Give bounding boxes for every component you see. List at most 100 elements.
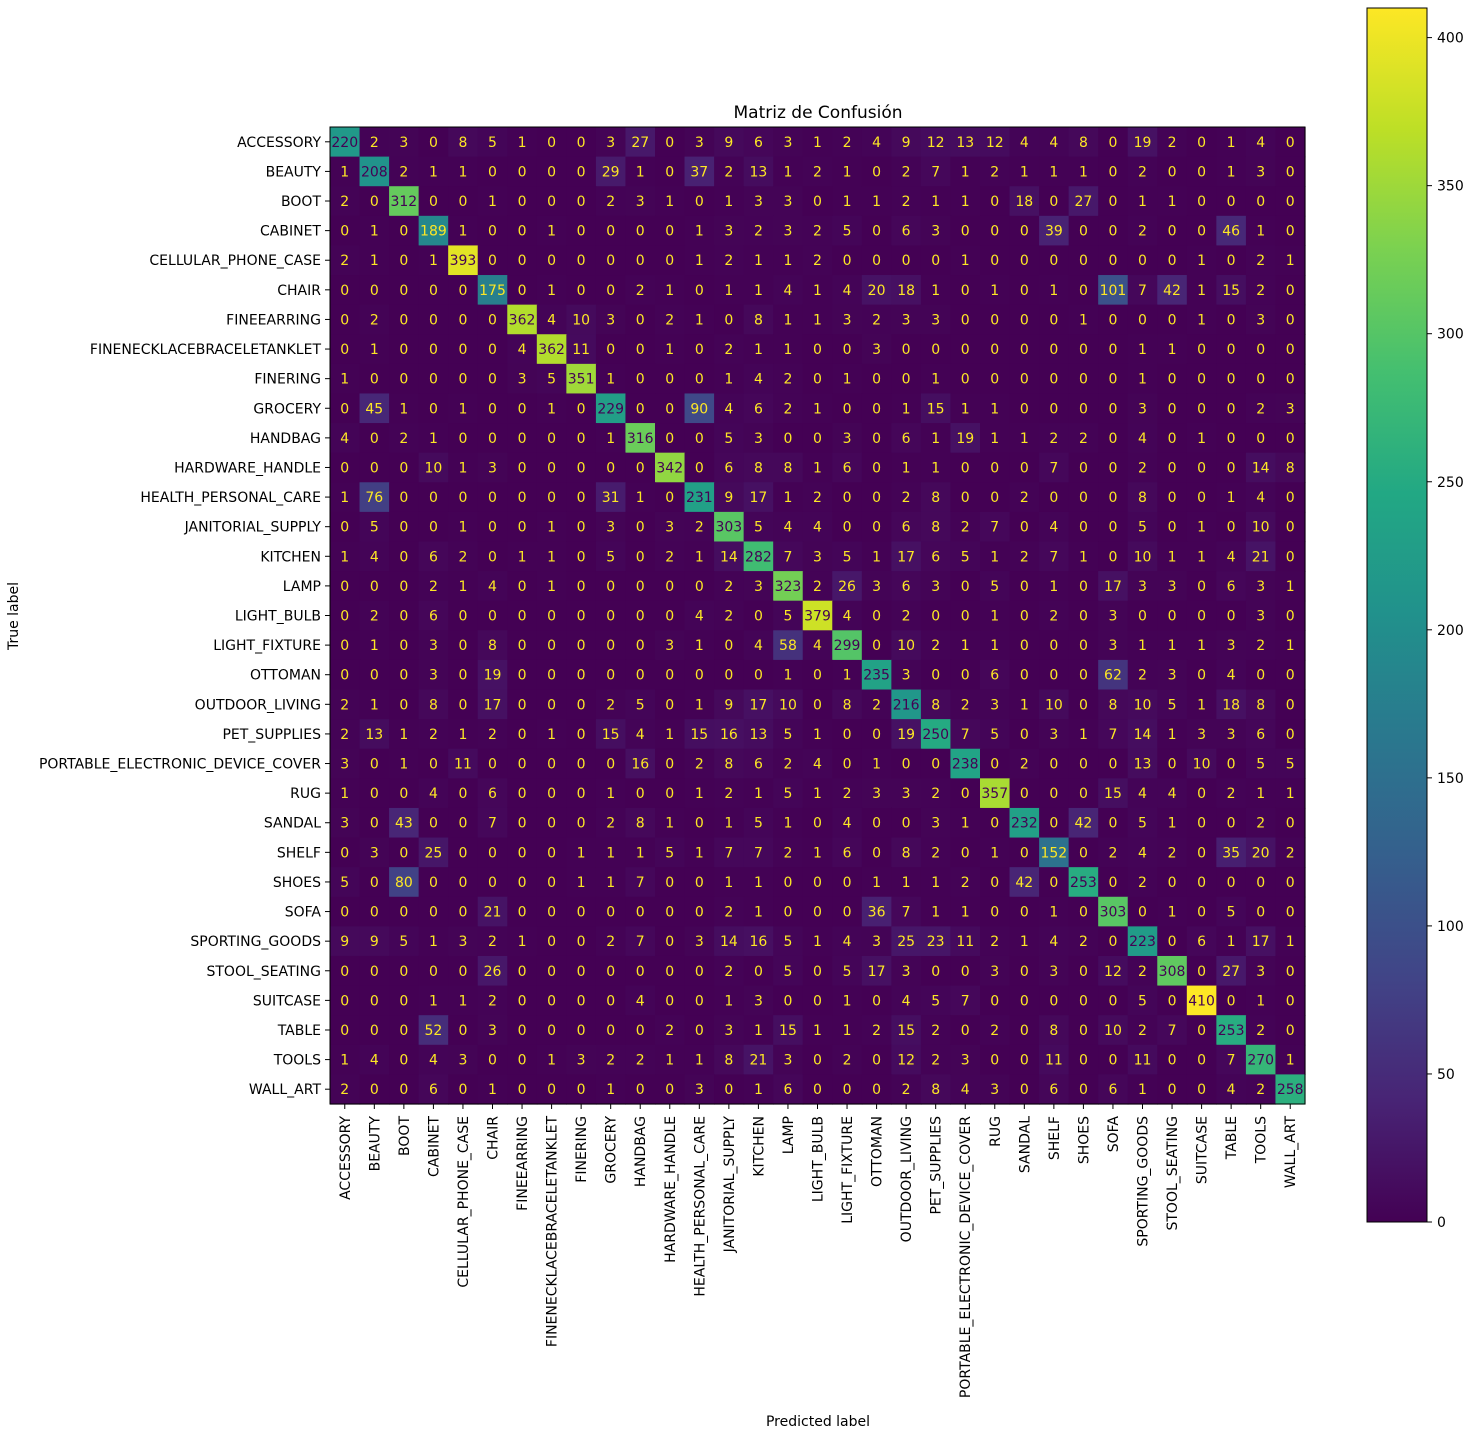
cell-value-label: 3	[1108, 638, 1117, 654]
cell-value-label: 0	[813, 697, 822, 713]
cell-value-label: 1	[1168, 816, 1177, 832]
cell-value-label: 2	[1138, 164, 1147, 180]
cell-value-label: 1	[370, 224, 379, 240]
x-tick-label: RUG	[988, 1116, 1004, 1147]
cell-value-label: 1	[813, 460, 822, 476]
heatmap-cell	[330, 215, 361, 247]
heatmap-cell	[891, 511, 922, 543]
cell-value-label: 0	[1108, 549, 1117, 565]
cell-value-label: 11	[1045, 1053, 1063, 1069]
heatmap-cell	[655, 541, 686, 572]
cell-value-label: 2	[1079, 934, 1088, 950]
cell-value-label: 0	[399, 993, 408, 1009]
cell-value-label: 0	[636, 253, 645, 269]
heatmap-cell	[1275, 127, 1306, 158]
cell-value-label: 0	[518, 283, 527, 299]
cell-value-label: 1	[1079, 549, 1088, 565]
heatmap-cell	[1216, 245, 1247, 276]
cell-value-label: 0	[695, 431, 704, 447]
cell-value-label: 3	[724, 1023, 733, 1039]
cell-value-label: 0	[931, 253, 940, 269]
cell-value-label: 0	[931, 757, 940, 773]
y-tick-label: HEALTH_PERSONAL_CARE	[140, 490, 321, 506]
cell-value-label: 0	[1020, 312, 1029, 328]
heatmap-cell	[389, 334, 420, 365]
cell-value-label: 1	[547, 224, 556, 240]
cell-value-label: 0	[665, 757, 674, 773]
cell-value-label: 1	[429, 934, 438, 950]
cell-value-label: 2	[872, 312, 881, 328]
heatmap-cell	[625, 156, 656, 187]
cell-value-label: 0	[577, 490, 586, 506]
heatmap-cell	[743, 511, 774, 543]
cell-value-label: 0	[1168, 372, 1177, 388]
cell-value-label: 0	[429, 490, 438, 506]
cell-value-label: 5	[783, 786, 792, 802]
cell-value-label: 8	[931, 490, 940, 506]
heatmap-cell	[595, 482, 627, 513]
heatmap-cell	[684, 127, 715, 158]
heatmap-cell	[802, 482, 833, 513]
heatmap-cell	[1127, 423, 1158, 454]
cell-value-label: 0	[1227, 342, 1236, 358]
cell-value-label: 12	[927, 135, 945, 151]
cell-value-label: 2	[606, 697, 615, 713]
cell-value-label: 4	[843, 609, 852, 625]
heatmap-cell	[861, 245, 892, 276]
cell-value-label: 216	[893, 697, 920, 713]
cell-value-label: 0	[813, 905, 822, 921]
heatmap-cell	[1186, 334, 1217, 365]
cell-value-label: 0	[340, 283, 349, 299]
cell-value-label: 7	[754, 845, 763, 861]
cell-value-label: 0	[1108, 934, 1117, 950]
heatmap-cell	[1245, 215, 1277, 247]
cell-value-label: 0	[724, 1082, 733, 1098]
cell-value-label: 1	[990, 845, 999, 861]
heatmap-cell	[832, 245, 863, 276]
heatmap-cell	[1098, 393, 1129, 424]
cell-value-label: 0	[990, 194, 999, 210]
heatmap-cell	[714, 482, 745, 513]
cell-value-label: 323	[775, 579, 802, 595]
cell-value-label: 0	[429, 401, 438, 417]
cell-value-label: 0	[990, 1053, 999, 1069]
cell-value-label: 0	[399, 520, 408, 536]
heatmap-cell	[802, 127, 833, 158]
heatmap-cell	[1275, 186, 1306, 217]
cell-value-label: 1	[1049, 905, 1058, 921]
cell-value-label: 11	[956, 934, 974, 950]
cell-value-label: 2	[1256, 816, 1265, 832]
heatmap-cell	[802, 304, 833, 335]
cell-value-label: 0	[518, 697, 527, 713]
cell-value-label: 10	[1193, 757, 1211, 773]
cell-value-label: 0	[1049, 312, 1058, 328]
heatmap-cell	[1039, 275, 1070, 306]
heatmap-cell	[1039, 334, 1070, 365]
cell-value-label: 4	[636, 727, 645, 743]
cell-value-label: 18	[1015, 194, 1033, 210]
heatmap-cell	[714, 245, 745, 276]
cell-value-label: 1	[1197, 283, 1206, 299]
y-tick-label: FINERING	[254, 372, 321, 388]
cell-value-label: 4	[813, 757, 822, 773]
cell-value-label: 0	[547, 845, 556, 861]
heatmap-cell	[359, 482, 390, 513]
heatmap-cell	[773, 304, 804, 335]
cell-value-label: 0	[340, 579, 349, 595]
cell-value-label: 7	[1049, 549, 1058, 565]
cell-value-label: 80	[395, 875, 413, 891]
cell-value-label: 0	[1197, 964, 1206, 980]
cell-value-label: 1	[1138, 342, 1147, 358]
heatmap-cell	[1068, 127, 1099, 158]
cell-value-label: 3	[370, 845, 379, 861]
heatmap-cell	[1275, 334, 1306, 365]
cell-value-label: 4	[1168, 786, 1177, 802]
cell-value-label: 0	[606, 579, 615, 595]
heatmap-cell	[714, 304, 745, 335]
heatmap-cell	[1068, 482, 1099, 513]
cell-value-label: 5	[1138, 993, 1147, 1009]
y-tick-label: HANDBAG	[250, 431, 321, 447]
cell-value-label: 3	[1168, 579, 1177, 595]
y-tick-label: CHAIR	[277, 283, 321, 299]
cell-value-label: 76	[365, 490, 383, 506]
